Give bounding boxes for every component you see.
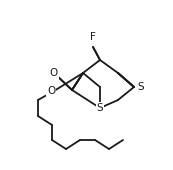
Text: O: O bbox=[50, 68, 58, 78]
Text: O: O bbox=[47, 86, 55, 96]
Text: F: F bbox=[90, 32, 96, 42]
Text: S: S bbox=[138, 82, 144, 92]
Text: S: S bbox=[97, 103, 103, 113]
